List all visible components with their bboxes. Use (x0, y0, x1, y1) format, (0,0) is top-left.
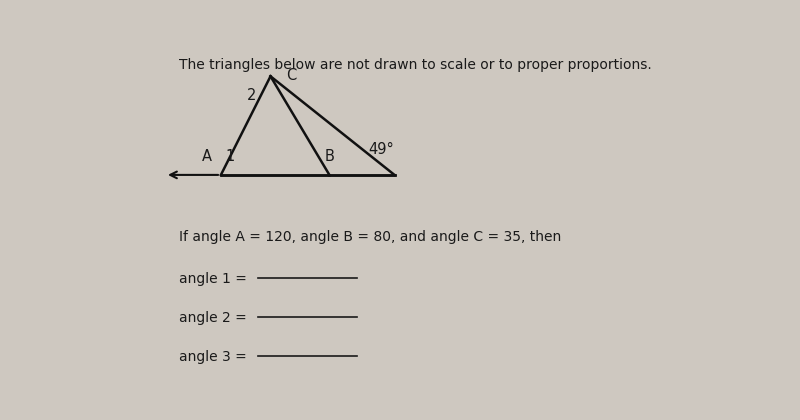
Text: B: B (325, 149, 334, 164)
Text: 2: 2 (247, 87, 256, 102)
Text: angle 3 =: angle 3 = (178, 349, 251, 364)
Text: C: C (286, 68, 297, 83)
Text: If angle A = 120, angle B = 80, and angle C = 35, then: If angle A = 120, angle B = 80, and angl… (178, 230, 561, 244)
Text: 1: 1 (226, 149, 235, 164)
Text: 49°: 49° (368, 142, 394, 157)
Text: angle 1 =: angle 1 = (178, 272, 251, 286)
Text: angle 2 =: angle 2 = (178, 311, 251, 325)
Text: A: A (202, 149, 212, 164)
Text: The triangles below are not drawn to scale or to proper proportions.: The triangles below are not drawn to sca… (178, 58, 651, 73)
